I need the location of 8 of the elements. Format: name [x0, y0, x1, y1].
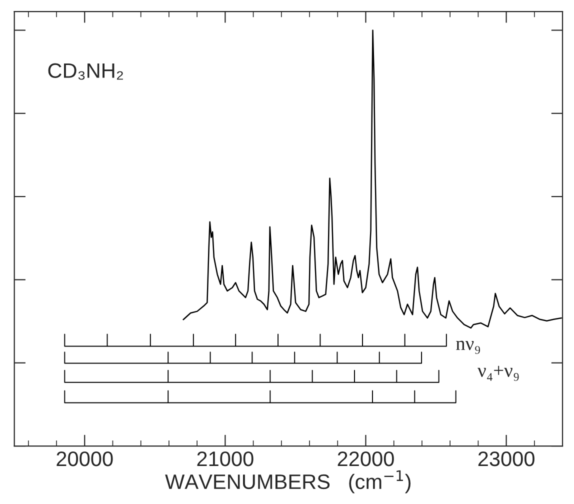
annotation: ν₄+ν₉: [478, 366, 519, 381]
x-axis-title: WAVENUMBERS (cm$^{−1}$): [165, 470, 411, 494]
x-tick-label: 20000: [56, 451, 113, 466]
x-tick-label: 23000: [478, 451, 534, 466]
annotation: CD₃NH₂: [48, 63, 123, 80]
annotation: nν₉: [456, 340, 480, 354]
x-tick-label: 21000: [197, 451, 254, 466]
x-tick-label: 22000: [338, 451, 394, 466]
